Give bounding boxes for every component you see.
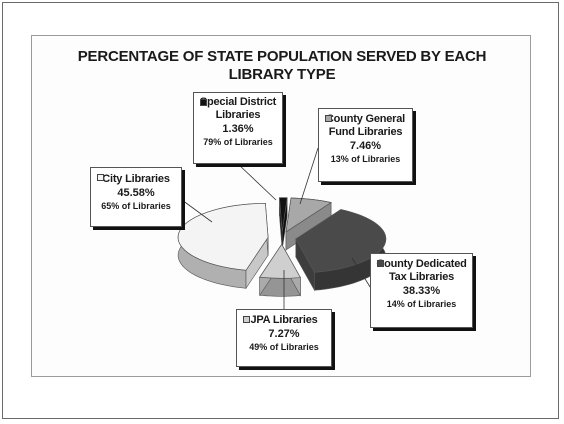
legend-swatch-jpa <box>243 316 250 323</box>
pie-slice-jpa <box>259 243 301 297</box>
slice-value-county-general: 7.46% <box>349 140 382 152</box>
pie-slice-city <box>177 202 269 290</box>
slice-label-jpa-line-1: JPA Libraries <box>250 314 318 326</box>
leader-line-special-district <box>237 163 277 201</box>
slice-label-special-district-line-2: Libraries <box>215 109 261 121</box>
callout-city: City Libraries 45.58% 65% of Libraries <box>90 167 182 227</box>
callout-county-general: County General Fund Libraries 7.46% 13% … <box>318 108 413 182</box>
callout-special-district: Special District Libraries 1.36% 79% of … <box>193 92 283 164</box>
slice-share-city: 65% of Libraries <box>101 201 171 211</box>
slice-label-county-dedicated-line-2: Tax Libraries <box>388 271 455 283</box>
slice-share-county-general: 13% of Libraries <box>330 154 401 164</box>
leader-line-county-dedicated <box>351 257 373 291</box>
page-border <box>2 2 559 419</box>
legend-swatch-special-district <box>200 99 207 106</box>
slice-label-county-dedicated-line-1: County Dedicated <box>376 258 467 270</box>
slice-share-county-dedicated: 14% of Libraries <box>386 299 457 309</box>
pie-slice-county-dedicated <box>295 208 387 292</box>
slice-value-city: 45.58% <box>117 187 155 199</box>
slice-value-special-district: 1.36% <box>222 123 254 135</box>
pie-slice-special-district <box>279 197 288 250</box>
slice-label-special-district-line-1: Special District <box>199 96 277 108</box>
slice-label-county-general-line-2: Fund Libraries <box>328 126 403 138</box>
chart-title-line-2: LIBRARY TYPE <box>228 66 336 83</box>
slice-value-jpa: 7.27% <box>268 328 300 340</box>
slice-share-jpa: 49% of Libraries <box>249 342 319 352</box>
legend-swatch-city <box>97 174 104 181</box>
slice-value-county-dedicated: 38.33% <box>402 285 441 297</box>
leader-line-city <box>181 199 213 223</box>
callout-jpa: JPA Libraries 7.27% 49% of Libraries <box>236 309 332 367</box>
callout-county-dedicated: County Dedicated Tax Libraries 38.33% 14… <box>370 253 473 328</box>
legend-swatch-county-general <box>325 115 332 122</box>
chart-title-line-1: PERCENTAGE OF STATE POPULATION SERVED BY… <box>77 48 487 65</box>
legend-swatch-county-dedicated <box>377 260 384 267</box>
slice-label-city-line-1: City Libraries <box>102 173 170 185</box>
leader-line-county-general <box>299 147 319 205</box>
slice-label-county-general-line-1: County General <box>325 113 406 125</box>
slice-share-special-district: 79% of Libraries <box>203 137 273 147</box>
